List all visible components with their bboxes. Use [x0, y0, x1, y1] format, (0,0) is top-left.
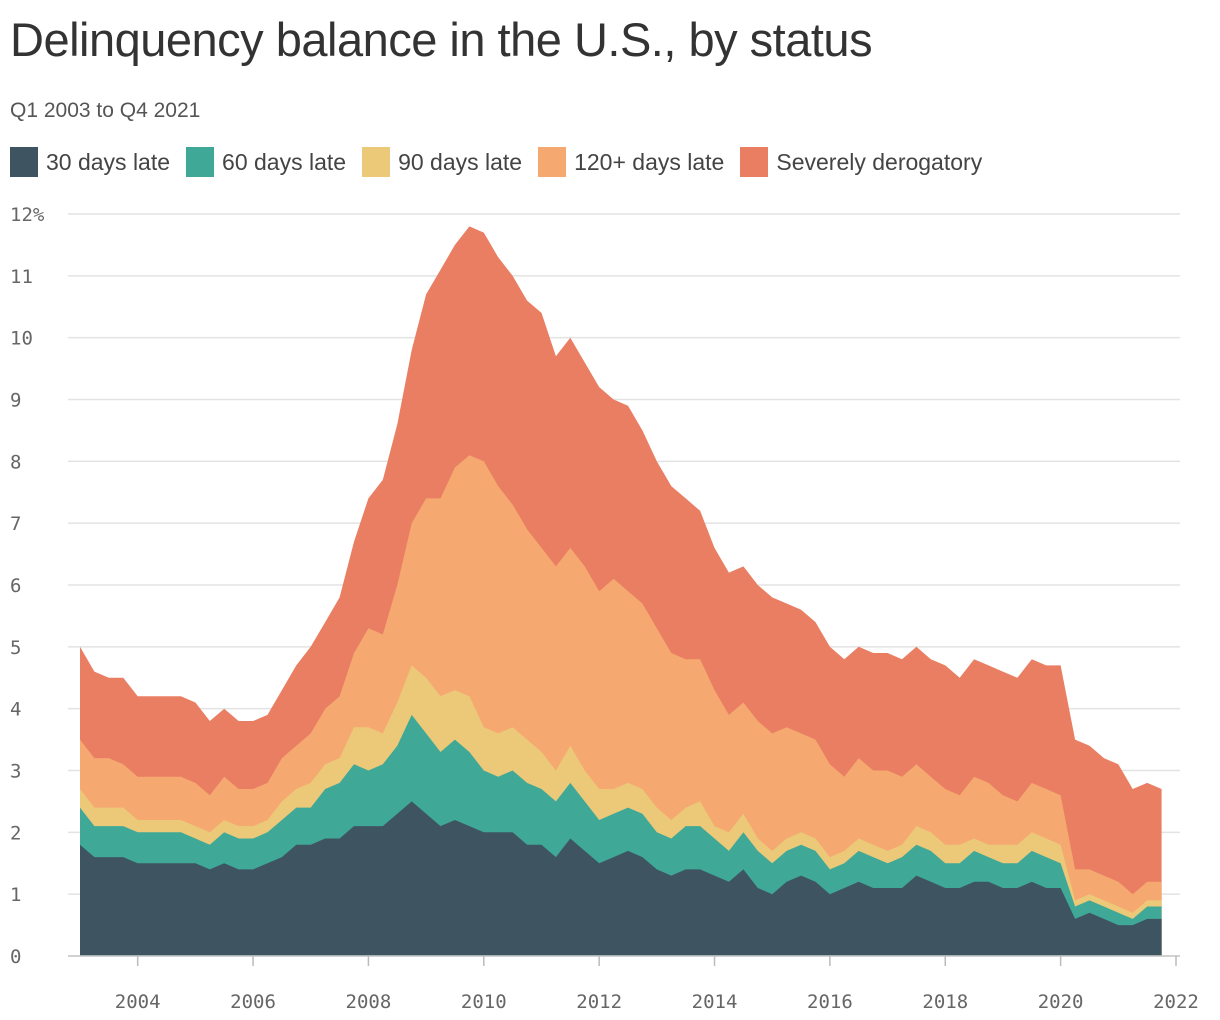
- y-tick-label: 2: [10, 822, 21, 844]
- y-tick-label: 10: [10, 328, 33, 350]
- y-tick-label: 11: [10, 266, 33, 288]
- x-tick-label: 2022: [1153, 991, 1199, 1013]
- x-tick-label: 2004: [115, 991, 161, 1013]
- y-tick-label: 4: [10, 699, 21, 721]
- y-tick-label: 3: [10, 761, 21, 783]
- legend-swatch-120-days: [538, 147, 567, 177]
- area-30-days: [80, 801, 1162, 956]
- area-chart: 0 1 2 3 4 5 6 7 8 9 10 11 12% 2004 2006 2008 2010 2012 201…: [10, 204, 1199, 1013]
- legend-swatch-90-days: [362, 147, 391, 177]
- y-tick-label: 8: [10, 451, 21, 473]
- y-tick-label: 6: [10, 575, 21, 597]
- legend-swatch-60-days: [186, 147, 215, 177]
- legend-item-120-days: 120+ days late: [538, 147, 724, 177]
- legend-label-severely-derogatory: Severely derogatory: [776, 148, 983, 175]
- chart-title: Delinquency balance in the U.S., by stat…: [10, 13, 873, 66]
- y-tick-label: 5: [10, 637, 21, 659]
- x-tick-label: 2016: [807, 991, 853, 1013]
- legend-item-severely-derogatory: Severely derogatory: [740, 147, 982, 177]
- x-tick-label: 2014: [692, 991, 738, 1013]
- legend: 30 days late 60 days late 90 days late 1…: [10, 147, 998, 177]
- x-tick-label: 2008: [346, 991, 392, 1013]
- legend-label-120-days: 120+ days late: [574, 148, 725, 175]
- y-tick-label: 12%: [10, 204, 45, 226]
- y-tick-label: 0: [10, 946, 21, 968]
- x-tick-label: 2018: [922, 991, 968, 1013]
- x-tick-label: 2012: [576, 991, 622, 1013]
- chart-subtitle: Q1 2003 to Q4 2021: [10, 99, 201, 122]
- legend-label-30-days: 30 days late: [46, 148, 171, 175]
- x-tick-label: 2020: [1038, 991, 1084, 1013]
- legend-item-30-days: 30 days late: [10, 147, 170, 177]
- y-tick-label: 9: [10, 390, 21, 412]
- x-tick-label: 2006: [230, 991, 276, 1013]
- legend-swatch-30-days: [10, 147, 38, 177]
- legend-item-90-days: 90 days late: [362, 147, 522, 177]
- x-tick-label: 2010: [461, 991, 507, 1013]
- legend-swatch-severely-derogatory: [740, 147, 769, 177]
- legend-label-60-days: 60 days late: [222, 148, 347, 175]
- legend-label-90-days: 90 days late: [398, 148, 523, 175]
- y-tick-label: 1: [10, 884, 21, 906]
- y-tick-label: 7: [10, 513, 21, 535]
- legend-item-60-days: 60 days late: [186, 147, 346, 177]
